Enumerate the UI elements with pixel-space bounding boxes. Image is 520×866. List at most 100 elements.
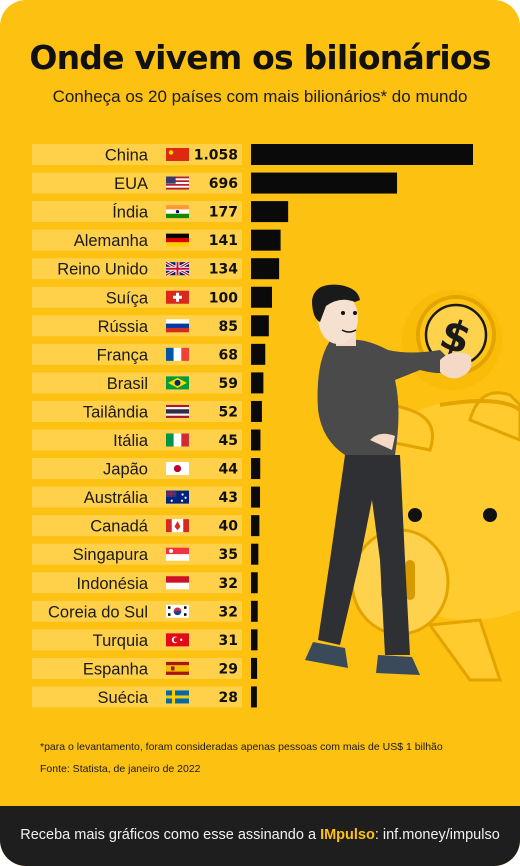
- category-label: França: [97, 346, 149, 364]
- flag-icon-ru: [166, 319, 189, 333]
- flag-icon-it: [166, 433, 189, 447]
- source-note: Fonte: Statista, de janeiro de 2022: [40, 763, 201, 775]
- category-label: Turquia: [93, 632, 149, 650]
- category-label: Singapura: [73, 546, 149, 564]
- row-band: [32, 400, 242, 422]
- flag-icon-jp: [166, 462, 189, 476]
- row-band: [32, 144, 242, 165]
- bar: [251, 258, 280, 280]
- data-label: 52: [219, 404, 238, 420]
- data-label: 31: [219, 633, 238, 649]
- category-label: Suíça: [106, 289, 149, 307]
- category-label: Reino Unido: [57, 261, 148, 279]
- flag-icon-id: [166, 576, 189, 590]
- bar: [251, 201, 289, 223]
- data-label: 40: [219, 519, 239, 535]
- row-band: [32, 372, 242, 394]
- bar: [251, 172, 398, 194]
- flag-icon-us: [166, 176, 189, 190]
- flag-icon-se: [166, 690, 189, 704]
- data-label: 696: [209, 176, 238, 192]
- bar: [251, 372, 264, 394]
- footer-brand[interactable]: IMpulso: [320, 827, 375, 843]
- data-label: 28: [219, 690, 238, 706]
- chart-title: Onde vivem os bilionários: [29, 38, 491, 77]
- flag-icon-au: [166, 490, 189, 504]
- row-band: [32, 629, 242, 651]
- row-band: [32, 286, 242, 308]
- category-label: Itália: [113, 432, 149, 450]
- row-band: [32, 486, 242, 508]
- flag-icon-fr: [166, 347, 189, 361]
- bar: [251, 686, 257, 708]
- category-label: China: [105, 147, 149, 165]
- row-band: [32, 657, 242, 679]
- footer-text: Receba mais gráficos como esse assinando…: [0, 827, 520, 843]
- chart-subtitle: Conheça os 20 países com mais bilionário…: [52, 87, 468, 106]
- flag-icon-ca: [166, 519, 189, 533]
- footer-banner: Receba mais gráficos como esse assinando…: [0, 806, 520, 866]
- data-label: 43: [219, 490, 238, 506]
- data-label: 100: [209, 290, 238, 306]
- row-band: [32, 229, 242, 251]
- man-icon: [305, 284, 472, 675]
- data-label: 134: [209, 262, 238, 278]
- bar: [251, 486, 261, 508]
- category-label: Tailândia: [83, 403, 149, 421]
- footnote: *para o levantamento, foram consideradas…: [40, 741, 443, 753]
- bar: [251, 343, 266, 365]
- row-band: [32, 600, 242, 622]
- bar: [251, 315, 269, 337]
- category-label: Japão: [103, 461, 148, 479]
- category-label: Indonésia: [76, 575, 148, 593]
- dollar-coin-icon: $: [402, 290, 502, 390]
- bar: [251, 515, 260, 537]
- flag-icon-br: [166, 376, 189, 390]
- data-label: 85: [219, 319, 238, 335]
- row-band: [32, 543, 242, 565]
- row-band: [32, 429, 242, 451]
- data-label: 59: [219, 376, 238, 392]
- bar: [251, 144, 473, 165]
- row-band: [32, 515, 242, 537]
- flag-icon-th: [166, 404, 189, 418]
- bar: [251, 572, 258, 594]
- bar: [251, 543, 259, 565]
- category-label: Coreia do Sul: [48, 603, 148, 621]
- bar: [251, 286, 272, 308]
- data-label: 45: [219, 433, 238, 449]
- row-band: [32, 315, 242, 337]
- data-label: 29: [219, 661, 238, 677]
- bar-chart: $: [32, 144, 520, 708]
- flag-icon-gb: [165, 260, 190, 277]
- data-label: 44: [219, 462, 239, 478]
- row-band: [32, 458, 242, 480]
- row-band: [32, 343, 242, 365]
- category-label: Suécia: [98, 689, 149, 707]
- data-label: 141: [209, 233, 238, 249]
- category-label: Canadá: [90, 518, 149, 536]
- bar: [251, 400, 262, 422]
- flag-icon-kr: [166, 604, 189, 618]
- flag-icon-de: [166, 233, 189, 247]
- flag-icon-in: [166, 205, 189, 219]
- footer-link[interactable]: : inf.money/impulso: [374, 827, 500, 843]
- category-label: Alemanha: [74, 232, 149, 250]
- category-label: Brasil: [107, 375, 148, 393]
- category-label: Rússia: [98, 318, 149, 336]
- data-label: 32: [219, 604, 238, 620]
- bar: [251, 629, 258, 651]
- category-label: Índia: [112, 203, 149, 222]
- flag-icon-cn: [166, 148, 189, 161]
- data-label: 1.058: [194, 148, 238, 164]
- category-label: Espanha: [83, 660, 149, 678]
- illustration: $: [305, 284, 520, 682]
- bar: [251, 458, 261, 480]
- bar: [251, 600, 258, 622]
- bar: [251, 657, 258, 679]
- footer-prefix: Receba mais gráficos como esse assinando…: [20, 827, 321, 843]
- category-label: Austrália: [84, 489, 149, 507]
- data-label: 177: [209, 205, 238, 221]
- bar: [251, 229, 281, 251]
